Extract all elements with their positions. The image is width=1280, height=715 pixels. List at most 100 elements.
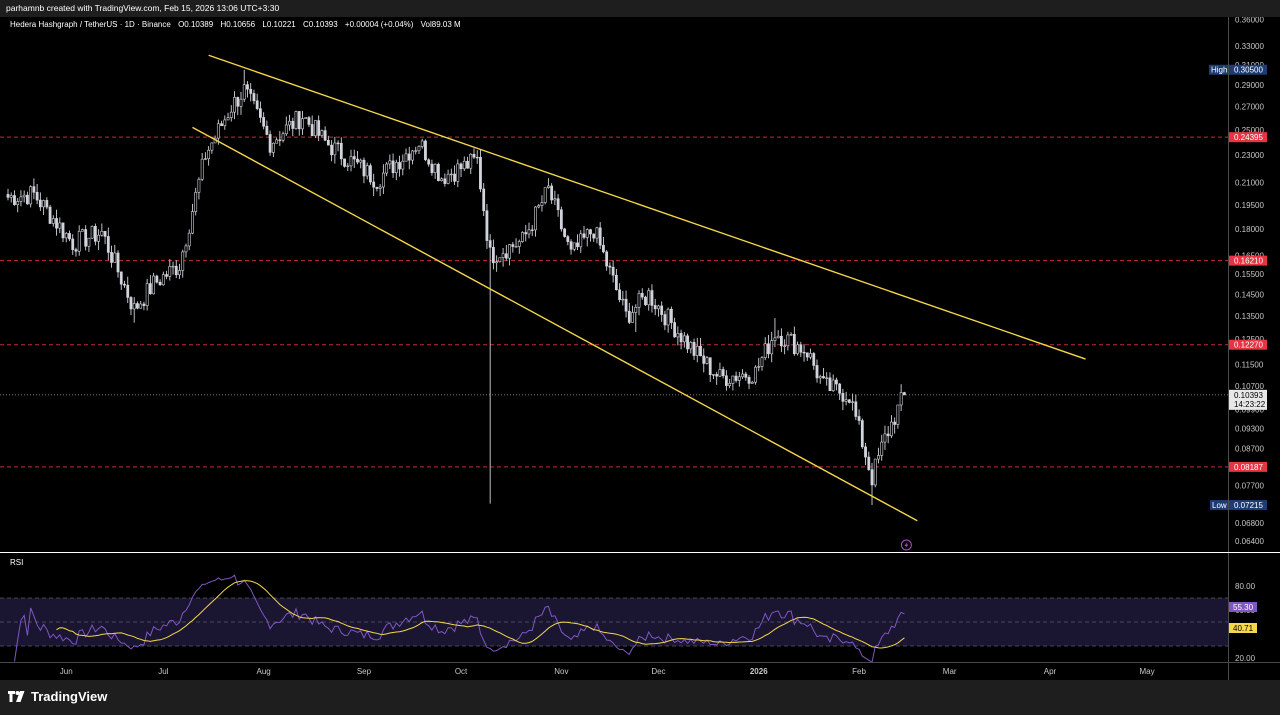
candle-body <box>721 369 725 377</box>
candle-body <box>388 160 392 165</box>
candle-body <box>475 156 479 159</box>
candle-body <box>233 97 236 113</box>
candle-body <box>207 149 211 159</box>
candle-body <box>488 240 492 248</box>
candle-body <box>278 139 282 141</box>
candle-body <box>417 146 421 152</box>
lightning-glyph <box>904 542 909 549</box>
candle-body <box>317 120 321 136</box>
time-tick-label: 2026 <box>750 667 768 676</box>
trendline <box>208 54 1086 360</box>
candle-body <box>812 353 816 366</box>
footer-bar: TradingView <box>0 680 1280 715</box>
candle-body <box>644 296 647 306</box>
candle-body <box>200 158 204 180</box>
candle-body <box>239 98 243 107</box>
candle-body <box>440 178 444 181</box>
rsi-tick-label: 80.00 <box>1235 582 1256 591</box>
candle-body <box>767 343 770 355</box>
candle-body <box>362 159 366 177</box>
candle-body <box>569 241 573 250</box>
ohlc-open: O0.10389 <box>178 20 214 29</box>
chart-area[interactable]: 0.360000.330000.310000.290000.270000.250… <box>0 17 1280 680</box>
candle-body <box>320 130 324 136</box>
candle-body <box>760 357 764 367</box>
candle-body <box>482 188 486 212</box>
level-price-tag-bg <box>1229 255 1267 266</box>
candle-body <box>699 345 702 357</box>
candle-body <box>136 303 139 309</box>
ohlc-close: C0.10393 <box>302 20 338 29</box>
candle-body <box>556 198 560 211</box>
candle-body <box>873 458 877 486</box>
candle-body <box>472 153 476 158</box>
candle-body <box>314 120 317 137</box>
candle-body <box>26 194 29 205</box>
price-tick-label: 0.33000 <box>1235 42 1264 51</box>
candle-body <box>844 399 848 402</box>
candle-body <box>747 377 751 384</box>
candle-body <box>527 229 531 235</box>
candle-body <box>789 334 793 336</box>
last-price-tag-bg <box>1229 389 1267 410</box>
candle-body <box>831 379 835 391</box>
candle-body <box>297 111 301 130</box>
rsi-tick-label: 20.00 <box>1235 654 1256 663</box>
candle-body <box>48 206 52 224</box>
candle-body <box>223 119 227 127</box>
candle-body <box>369 165 372 183</box>
candle-body <box>715 374 719 377</box>
rsi-ma-line <box>56 580 905 649</box>
price-tick-label: 0.25000 <box>1235 126 1264 135</box>
candle-body <box>68 233 71 240</box>
candle-body <box>330 144 334 156</box>
candle-body <box>100 230 104 236</box>
caption-bar: parhamnb created with TradingView.com, F… <box>0 0 1280 17</box>
candle-body <box>825 377 829 379</box>
time-tick-label: Feb <box>852 667 866 676</box>
caption-text: parhamnb created with TradingView.com, F… <box>6 3 280 13</box>
candle-body <box>495 261 499 264</box>
candle-body <box>430 163 434 173</box>
candle-body <box>242 84 246 100</box>
candle-body <box>634 307 638 313</box>
candle-body <box>398 162 401 170</box>
candle-body <box>106 236 110 253</box>
candle-body <box>547 185 550 188</box>
candle-body <box>38 199 42 208</box>
price-tick-label: 0.09900 <box>1235 406 1264 415</box>
symbol-name: Hedera Hashgraph / TetherUS · 1D · Binan… <box>10 20 171 29</box>
candle-body <box>394 162 398 174</box>
candle-body <box>307 117 311 125</box>
candle-body <box>372 181 376 188</box>
candle-body <box>572 242 576 250</box>
candle-body <box>750 381 754 384</box>
candle-body <box>521 232 524 242</box>
candle-body <box>776 335 780 339</box>
candle-body <box>809 353 812 358</box>
candle-body <box>676 333 680 338</box>
time-tick-label: Aug <box>257 667 271 676</box>
candle-body <box>508 244 511 259</box>
tradingview-logo[interactable]: TradingView <box>8 689 107 704</box>
candle-body <box>514 246 518 248</box>
candle-body <box>359 159 363 163</box>
price-tick-label: 0.11500 <box>1235 360 1264 369</box>
time-tick-label: Dec <box>651 667 665 676</box>
candle-body <box>168 266 172 277</box>
high-tag-bg <box>1209 64 1228 75</box>
level-price-tag: 0.12270 <box>1234 341 1263 350</box>
candle-body <box>22 194 26 198</box>
candle-body <box>851 401 854 403</box>
candle-body <box>165 274 168 277</box>
trendlines[interactable] <box>192 54 1086 522</box>
candle-body <box>249 88 253 94</box>
candle-body <box>780 335 783 347</box>
time-tick-label: Sep <box>357 667 372 676</box>
candle-body <box>605 251 609 267</box>
candle-body <box>530 229 534 231</box>
time-tick-label: Oct <box>455 667 468 676</box>
candle-body <box>650 290 654 306</box>
high-price-tag-bg <box>1229 64 1267 75</box>
candle-body <box>498 257 502 262</box>
